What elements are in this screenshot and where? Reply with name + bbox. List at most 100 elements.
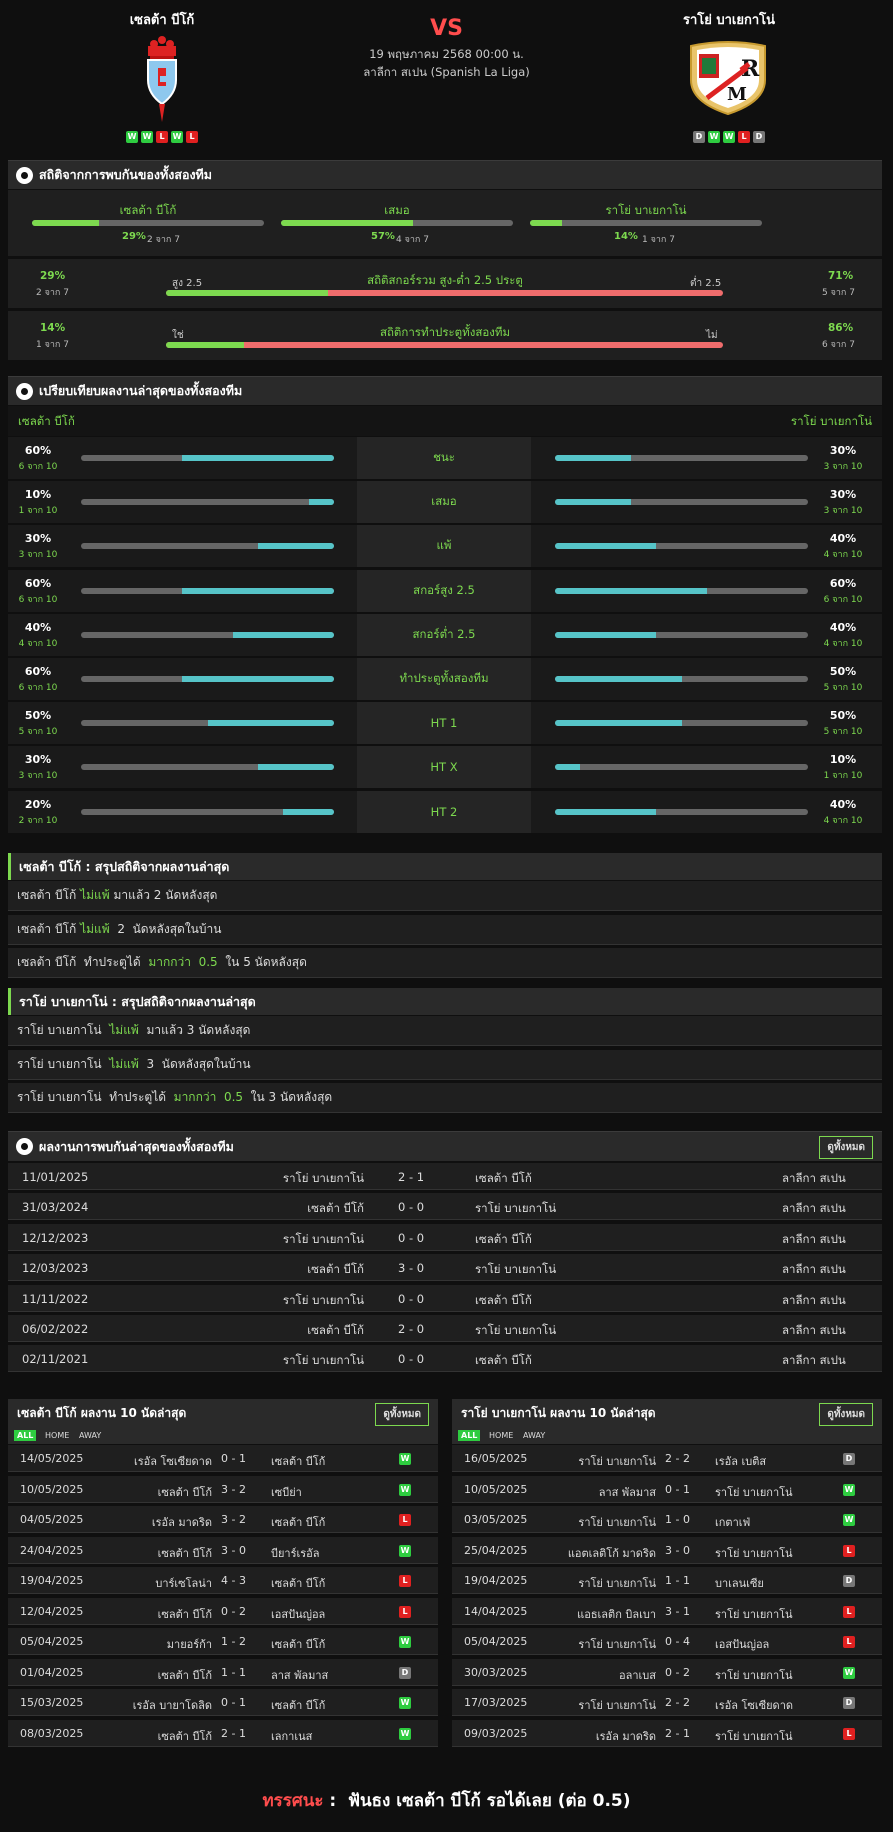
result-row[interactable]: 25/04/2025 แอตเลติโก้ มาดริด 3 - 0 ราโย่ บา… — [452, 1536, 882, 1564]
match-home-team[interactable]: เซลต้า บีโก้ — [307, 1262, 364, 1277]
result-row[interactable]: 08/03/2025 เซลต้า บีโก้ 2 - 1 เลกาเนส W — [8, 1719, 438, 1747]
tab-home[interactable]: HOME — [45, 1431, 70, 1440]
match-away-team[interactable]: เซลต้า บีโก้ — [271, 1699, 326, 1712]
match-home-team[interactable]: ราโย่ บาเยกาโน่ — [578, 1516, 656, 1529]
result-row[interactable]: 16/05/2025 ราโย่ บาเยกาโน่ 2 - 2 เรอัล เบติ… — [452, 1445, 882, 1472]
result-row[interactable]: 12/04/2025 เซลต้า บีโก้ 0 - 2 เอสปันญ่อล L — [8, 1597, 438, 1625]
away-team-name[interactable]: ราโย่ บาเยกาโน่ — [682, 13, 776, 28]
match-away-team[interactable]: ลาส พัลมาส — [271, 1668, 329, 1682]
away-bar-fill — [555, 808, 657, 815]
match-away-team[interactable]: เซลต้า บีโก้ — [271, 1638, 326, 1651]
home-team-name[interactable]: เซลต้า บีโก้ — [129, 13, 195, 28]
match-home-team[interactable]: ราโย่ บาเยกาโน่ — [578, 1638, 656, 1651]
match-home-team[interactable]: เรอัล บายาโดลิด — [132, 1699, 212, 1712]
tab-all[interactable]: ALL — [458, 1430, 481, 1441]
match-home-team[interactable]: เซลต้า บีโก้ — [157, 1546, 212, 1560]
match-away-team[interactable]: เซลต้า บีโก้ — [271, 1577, 326, 1590]
h2h-match-row[interactable]: 06/02/2022 เซลต้า บีโก้ 2 - 0 ราโย่ บาเยกาโ… — [8, 1315, 882, 1342]
match-away-team[interactable]: ราโย่ บาเยกาโน่ — [715, 1485, 793, 1499]
match-away-team[interactable]: เซลต้า บีโก้ — [475, 1292, 532, 1307]
match-home-team[interactable]: เรอัล มาดริด — [595, 1729, 656, 1743]
match-away-team[interactable]: เรอัล โซเซียดาด — [715, 1699, 794, 1712]
result-row[interactable]: 30/03/2025 อลาเบส 0 - 2 ราโย่ บาเยกาโน่ W — [452, 1658, 882, 1686]
match-home-team[interactable]: ราโย่ บาเยกาโน่ — [282, 1353, 364, 1368]
match-away-team[interactable]: ราโย่ บาเยกาโน่ — [475, 1201, 557, 1216]
match-home-team[interactable]: เซลต้า บีโก้ — [307, 1323, 364, 1337]
match-away-team[interactable]: ราโย่ บาเยกาโน่ — [475, 1323, 557, 1337]
match-away-team[interactable]: เลกาเนส — [271, 1729, 313, 1743]
result-row[interactable]: 14/05/2025 เรอัล โซเซียดาด 0 - 1 เซลต้า บีโ… — [8, 1445, 438, 1472]
match-home-team[interactable]: ราโย่ บาเยกาโน่ — [282, 1292, 364, 1307]
match-home-team[interactable]: เซลต้า บีโก้ — [157, 1668, 212, 1682]
h2h-match-row[interactable]: 12/12/2023 ราโย่ บาเยกาโน่ 0 - 0 เซลต้า บีโ… — [8, 1223, 882, 1251]
match-away-team[interactable]: ราโย่ บาเยกาโน่ — [715, 1729, 793, 1743]
match-date: 02/11/2021 — [22, 1352, 89, 1367]
tab-all[interactable]: ALL — [14, 1430, 37, 1441]
match-home-team[interactable]: มายอร์ก้า — [166, 1638, 212, 1651]
result-row[interactable]: 09/03/2025 เรอัล มาดริด 2 - 1 ราโย่ บาเยกาโ… — [452, 1719, 882, 1747]
match-away-team[interactable]: ราโย่ บาเยกาโน่ — [715, 1607, 793, 1621]
h2h-match-row[interactable]: 31/03/2024 เซลต้า บีโก้ 0 - 0 ราโย่ บาเยกาโ… — [8, 1193, 882, 1221]
view-all-button[interactable]: ดูทั้งหมด — [375, 1403, 429, 1426]
match-away-team[interactable]: เอสปันญ่อล — [271, 1607, 326, 1621]
match-away-team[interactable]: เซลต้า บีโก้ — [271, 1516, 326, 1529]
tab-home[interactable]: HOME — [489, 1431, 514, 1440]
match-home-team[interactable]: เรอัล มาดริด — [151, 1516, 212, 1529]
match-home-team[interactable]: ลาส พัลมาส — [598, 1485, 656, 1499]
match-away-team[interactable]: เกตาเฟ่ — [715, 1516, 751, 1529]
rayo-crest-icon[interactable]: R M — [685, 40, 771, 116]
tab-away[interactable]: AWAY — [523, 1431, 546, 1440]
match-home-team[interactable]: แอตเลติโก้ มาดริด — [567, 1546, 656, 1560]
match-away-team[interactable]: ราโย่ บาเยกาโน่ — [715, 1546, 793, 1560]
result-row[interactable]: 05/04/2025 มายอร์ก้า 1 - 2 เซลต้า บีโก้ W — [8, 1628, 438, 1655]
result-row[interactable]: 05/04/2025 ราโย่ บาเยกาโน่ 0 - 4 เอสปันญ่อล… — [452, 1628, 882, 1655]
match-away-team[interactable]: ราโย่ บาเยกาโน่ — [475, 1262, 557, 1277]
tab-away[interactable]: AWAY — [79, 1431, 102, 1440]
result-row[interactable]: 14/04/2025 แอธเลติก บิลเบา 3 - 1 ราโย่ บาเย… — [452, 1597, 882, 1625]
compare-home-name[interactable]: เซลต้า บีโก้ — [18, 414, 75, 428]
view-all-button[interactable]: ดูทั้งหมด — [819, 1403, 873, 1426]
result-row[interactable]: 19/04/2025 ราโย่ บาเยกาโน่ 1 - 1 บาเลนเซีย D — [452, 1567, 882, 1594]
match-away-team[interactable]: เซลต้า บีโก้ — [271, 1455, 326, 1468]
result-row[interactable]: 03/05/2025 ราโย่ บาเยกาโน่ 1 - 0 เกตาเฟ่ W — [452, 1506, 882, 1533]
match-away-team[interactable]: เอสปันญ่อล — [715, 1638, 770, 1651]
compare-away-name[interactable]: ราโย่ บาเยกาโน่ — [790, 414, 872, 428]
match-home-team[interactable]: เซลต้า บีโก้ — [157, 1485, 212, 1499]
match-away-team[interactable]: เซลต้า บีโก้ — [475, 1231, 532, 1246]
h2h-match-row[interactable]: 11/01/2025 ราโย่ บาเยกาโน่ 2 - 1 เซลต้า บีโ… — [8, 1163, 882, 1190]
match-home-team[interactable]: เซลต้า บีโก้ — [157, 1729, 212, 1743]
match-home-team[interactable]: ราโย่ บาเยกาโน่ — [282, 1171, 364, 1185]
match-home-team[interactable]: เรอัล โซเซียดาด — [133, 1455, 212, 1468]
match-away-team[interactable]: เรอัล เบติส — [715, 1455, 767, 1468]
match-home-team[interactable]: ราโย่ บาเยกาโน่ — [578, 1455, 656, 1468]
match-home-team[interactable]: แอธเลติก บิลเบา — [577, 1607, 656, 1621]
home-pct: 40% — [24, 620, 52, 634]
match-away-team[interactable]: บาเลนเซีย — [715, 1577, 764, 1590]
h2h-match-row[interactable]: 12/03/2023 เซลต้า บีโก้ 3 - 0 ราโย่ บาเยกาโ… — [8, 1254, 882, 1282]
match-home-team[interactable]: ราโย่ บาเยกาโน่ — [282, 1231, 364, 1246]
match-home-team[interactable]: ราโย่ บาเยกาโน่ — [578, 1699, 656, 1712]
result-row[interactable]: 24/04/2025 เซลต้า บีโก้ 3 - 0 บียาร์เรอัล W — [8, 1536, 438, 1564]
h2h-match-row[interactable]: 02/11/2021 ราโย่ บาเยกาโน่ 0 - 0 เซลต้า บีโ… — [8, 1345, 882, 1373]
match-home-team[interactable]: บาร์เซโลน่า — [155, 1577, 212, 1590]
match-home-team[interactable]: เซลต้า บีโก้ — [307, 1201, 364, 1216]
h2h-match-row[interactable]: 11/11/2022 ราโย่ บาเยกาโน่ 0 - 0 เซลต้า บีโ… — [8, 1284, 882, 1312]
result-row[interactable]: 01/04/2025 เซลต้า บีโก้ 1 - 1 ลาส พัลมาส D — [8, 1658, 438, 1686]
match-home-team[interactable]: ราโย่ บาเยกาโน่ — [578, 1577, 656, 1590]
match-away-team[interactable]: เซลต้า บีโก้ — [475, 1171, 532, 1185]
result-row[interactable]: 17/03/2025 ราโย่ บาเยกาโน่ 2 - 2 เรอัล โซเซ… — [452, 1689, 882, 1716]
match-home-team[interactable]: เซลต้า บีโก้ — [157, 1607, 212, 1621]
match-home-team[interactable]: อลาเบส — [619, 1668, 656, 1682]
result-row[interactable]: 10/05/2025 ลาส พัลมาส 0 - 1 ราโย่ บาเยกาโน่… — [452, 1475, 882, 1503]
celta-crest-icon[interactable] — [136, 32, 188, 122]
match-away-team[interactable]: เซบีย่า — [271, 1485, 302, 1499]
result-row[interactable]: 15/03/2025 เรอัล บายาโดลิด 0 - 1 เซลต้า บีโ… — [8, 1689, 438, 1716]
match-away-team[interactable]: บียาร์เรอัล — [271, 1546, 320, 1560]
result-row[interactable]: 04/05/2025 เรอัล มาดริด 3 - 2 เซลต้า บีโก้ L — [8, 1506, 438, 1533]
match-away-team[interactable]: ราโย่ บาเยกาโน่ — [715, 1668, 793, 1682]
ou-left-count: 2 จาก 7 — [36, 288, 69, 298]
view-all-button[interactable]: ดูทั้งหมด — [819, 1136, 873, 1159]
result-row[interactable]: 10/05/2025 เซลต้า บีโก้ 3 - 2 เซบีย่า W — [8, 1475, 438, 1503]
result-row[interactable]: 19/04/2025 บาร์เซโลน่า 4 - 3 เซลต้า บีโก้ L — [8, 1567, 438, 1594]
match-away-team[interactable]: เซลต้า บีโก้ — [475, 1353, 532, 1368]
